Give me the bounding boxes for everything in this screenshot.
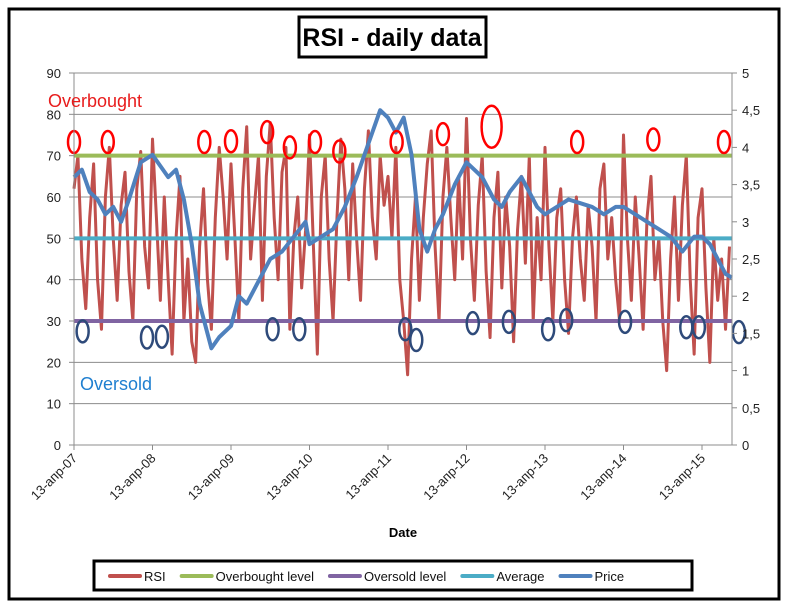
overbought-marker <box>435 121 451 147</box>
left-tick-label: 30 <box>47 314 61 329</box>
oversold-marker <box>75 319 90 344</box>
oversold-annotation: Oversold <box>80 374 152 394</box>
overbought-marker <box>259 119 275 145</box>
left-tick-label: 80 <box>47 107 61 122</box>
right-tick-label: 2,5 <box>742 252 760 267</box>
price-line <box>72 108 733 351</box>
overbought-marker <box>223 128 239 154</box>
oversold-marker <box>501 309 517 335</box>
overbought-marker <box>389 129 404 155</box>
oversold-marker <box>398 317 413 342</box>
left-tick-label: 70 <box>47 149 61 164</box>
right-tick-label: 0,5 <box>742 401 760 416</box>
overbought-annotation: Overbought <box>48 91 142 111</box>
oversold-marker <box>540 317 556 342</box>
legend-label: Price <box>595 569 625 584</box>
oversold-marker <box>409 327 424 353</box>
oversold-marker <box>558 307 574 333</box>
right-tick-label: 3,5 <box>742 178 760 193</box>
rsi-line <box>72 116 731 377</box>
overbought-marker <box>307 129 323 155</box>
oversold-marker <box>139 325 155 350</box>
chart-border <box>7 7 781 601</box>
legend-label: RSI <box>144 569 166 584</box>
right-tick-label: 4 <box>742 140 749 155</box>
oversold-marker <box>617 309 633 335</box>
overbought-marker <box>480 104 503 149</box>
overbought-marker <box>197 129 212 155</box>
overbought-marker <box>569 129 585 155</box>
oversold-marker <box>465 310 481 336</box>
right-tick-label: 4,5 <box>742 103 760 118</box>
left-tick-label: 40 <box>47 273 61 288</box>
oversold-marker <box>731 319 747 345</box>
oversold-marker <box>292 317 307 342</box>
overbought-marker <box>100 129 116 155</box>
legend-label: Oversold level <box>364 569 446 584</box>
right-tick-label: 2 <box>742 289 749 304</box>
left-tick-label: 10 <box>47 397 61 412</box>
legend-label: Average <box>496 569 544 584</box>
left-tick-label: 60 <box>47 190 61 205</box>
right-tick-label: 0 <box>742 438 749 453</box>
oversold-marker <box>154 324 170 349</box>
right-tick-label: 1 <box>742 364 749 379</box>
right-tick-label: 5 <box>742 66 749 81</box>
legend-label: Overbought level <box>216 569 314 584</box>
left-tick-label: 90 <box>47 66 61 81</box>
overbought-marker <box>716 129 732 155</box>
title-box <box>297 15 488 59</box>
overbought-marker <box>646 127 661 152</box>
chart-title: RSI - daily data <box>302 24 482 52</box>
overbought-marker <box>332 139 347 164</box>
x-axis-title: Date <box>389 525 417 540</box>
left-tick-label: 0 <box>54 438 61 453</box>
left-tick-label: 50 <box>47 231 61 246</box>
overbought-marker <box>282 135 298 160</box>
oversold-marker <box>265 317 280 342</box>
legend: RSI Overbought level Oversold level Average… <box>92 559 694 592</box>
oversold-marker <box>691 314 707 340</box>
right-tick-label: 3 <box>742 215 749 230</box>
right-tick-label: 1,5 <box>742 326 760 341</box>
left-tick-label: 20 <box>47 355 61 370</box>
